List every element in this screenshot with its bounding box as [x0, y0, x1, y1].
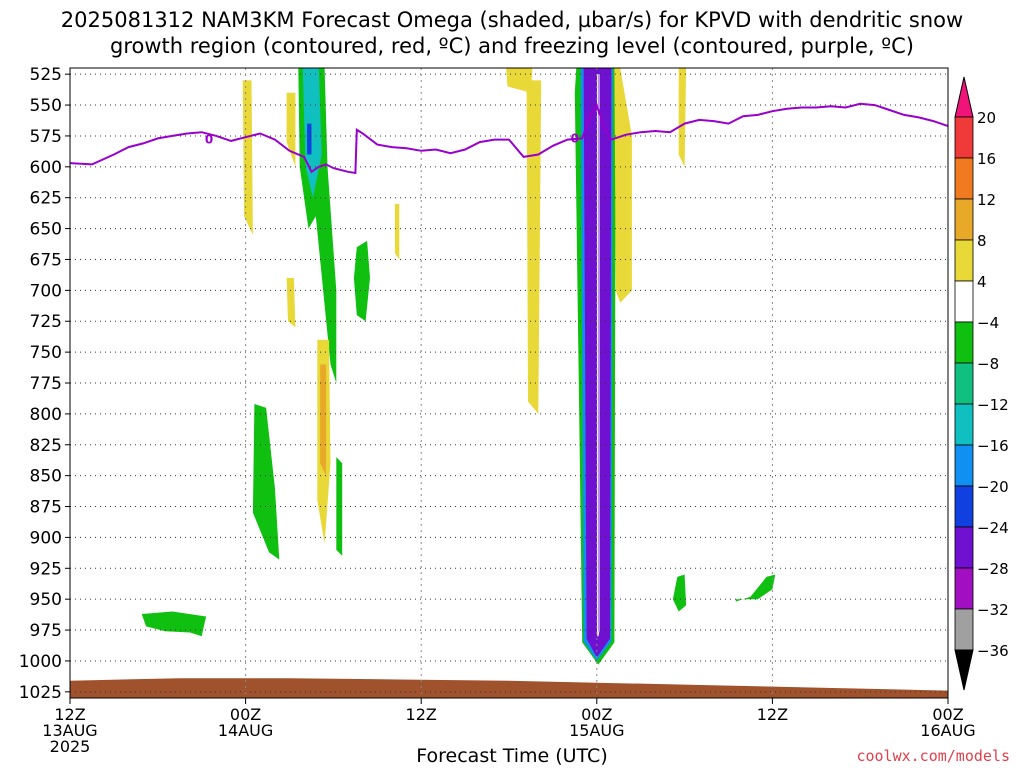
region-green-blob-east2	[735, 574, 776, 602]
terrain-layer	[70, 678, 948, 698]
colorbar-label-12: −32	[977, 601, 1009, 619]
region-blue-spot-14aug	[307, 123, 312, 155]
colorbar-swatch-9	[954, 444, 974, 487]
region-green-blob-low	[141, 611, 207, 637]
ytick-label-675: 675	[30, 250, 62, 270]
plot-frame	[69, 67, 949, 699]
ytick-label-625: 625	[30, 189, 62, 209]
ytick-label-1025: 1025	[19, 683, 62, 703]
colorbar-label-6: −8	[977, 355, 999, 373]
colorbar: 20 16 12 8 4 −4 −8 −12 −16 −20 −24 −28 −32 −36	[954, 76, 1009, 691]
colorbar-label-1: 16	[977, 150, 996, 168]
colorbar-swatch-1	[954, 116, 974, 159]
ytick-label-925: 925	[30, 559, 62, 579]
xtick-label-60-1: 16AUG	[920, 721, 975, 740]
freezing-level-line	[69, 102, 949, 175]
region-yellow-blob-700	[286, 278, 296, 328]
colorbar-label-5: −4	[977, 314, 999, 332]
colorbar-swatch-7	[954, 362, 974, 405]
colorbar-label-0: 20	[977, 109, 996, 127]
xtick-label-48-0: 12Z	[757, 705, 788, 724]
colorbar-label-9: −20	[977, 478, 1009, 496]
region-yellow-thin-640	[394, 203, 400, 260]
ytick-label-825: 825	[30, 436, 62, 456]
xtick-label-60-0: 00Z	[932, 705, 963, 724]
colorbar-label-8: −16	[977, 437, 1009, 455]
x-axis-label: Forecast Time (UTC)	[416, 745, 608, 767]
xtick-label-0-0: 12Z	[54, 705, 85, 724]
colorbar-label-13: −36	[977, 642, 1009, 660]
ytick-label-975: 975	[30, 621, 62, 641]
ytick-label-700: 700	[30, 281, 62, 301]
colorbar-top-arrow	[954, 76, 974, 118]
ytick-label-575: 575	[30, 127, 62, 147]
region-green-blob-narrow	[336, 457, 343, 556]
colorbar-swatch-13	[954, 608, 974, 651]
ytick-label-750: 750	[30, 343, 62, 363]
credit-link[interactable]: coolwx.com/models	[856, 747, 1010, 765]
ytick-label-800: 800	[30, 405, 62, 425]
ytick-label-850: 850	[30, 467, 62, 487]
xtick-label-12-0: 00Z	[230, 705, 261, 724]
region-yellow-right-column	[614, 68, 632, 303]
xtick-label-0-1: 13AUG	[42, 721, 97, 740]
chart-title-line2: growth region (contoured, red, ºC) and f…	[110, 34, 914, 58]
colorbar-label-10: −24	[977, 519, 1009, 537]
terrain-fill	[70, 678, 948, 698]
xtick-label-0-2: 2025	[50, 737, 91, 756]
colorbar-label-7: −12	[977, 396, 1009, 414]
ytick-label-950: 950	[30, 590, 62, 610]
ytick-label-600: 600	[30, 158, 62, 178]
colorbar-label-3: 8	[977, 232, 987, 250]
freezing-level-label-0: 0	[205, 133, 213, 147]
colorbar-swatch-6	[954, 321, 974, 364]
colorbar-label-2: 12	[977, 191, 996, 209]
ytick-label-1000: 1000	[19, 652, 62, 672]
colorbar-swatch-10	[954, 485, 974, 528]
colorbar-swatch-11	[954, 526, 974, 569]
gridlines	[69, 68, 949, 698]
region-green-blob-high	[353, 240, 370, 322]
y-axis-ticks: 525 550 575 600 625 650 675 700 725 750 775 800 825 8…	[19, 65, 70, 703]
colorbar-bottom-arrow	[954, 649, 974, 691]
region-green-blob-mid	[252, 404, 280, 560]
colorbar-label-11: −28	[977, 560, 1009, 578]
xtick-label-36-0: 00Z	[581, 705, 612, 724]
region-yellow-strip-41	[678, 68, 687, 167]
colorbar-swatch-4	[954, 239, 974, 282]
column-core-line	[597, 74, 600, 637]
xtick-label-24-0: 12Z	[406, 705, 437, 724]
chart-title-line1: 2025081312 NAM3KM Forecast Omega (shaded…	[60, 8, 964, 32]
colorbar-swatch-12	[954, 567, 974, 610]
xtick-label-36-1: 15AUG	[569, 721, 624, 740]
colorbar-label-4: 4	[977, 273, 987, 291]
colorbar-swatch-3	[954, 198, 974, 241]
colorbar-swatch-8	[954, 403, 974, 446]
region-yellow-strip-13aug	[242, 80, 253, 235]
colorbar-swatch-2	[954, 157, 974, 200]
freezing-level-label-1: 0	[571, 131, 579, 145]
ytick-label-550: 550	[30, 96, 62, 116]
region-yellow-strip-14aug	[286, 92, 296, 167]
colorbar-swatch-5	[954, 280, 974, 323]
ytick-label-875: 875	[30, 498, 62, 518]
ytick-label-900: 900	[30, 528, 62, 548]
region-yellow-strip-30	[526, 80, 542, 414]
region-green-blob-east1	[672, 574, 687, 612]
omega-shading-layer	[141, 68, 776, 665]
region-orange-core-800	[320, 364, 327, 476]
xtick-label-12-1: 14AUG	[218, 721, 273, 740]
ytick-label-775: 775	[30, 374, 62, 394]
ytick-label-725: 725	[30, 312, 62, 332]
ytick-label-650: 650	[30, 220, 62, 240]
ytick-label-525: 525	[30, 65, 62, 85]
